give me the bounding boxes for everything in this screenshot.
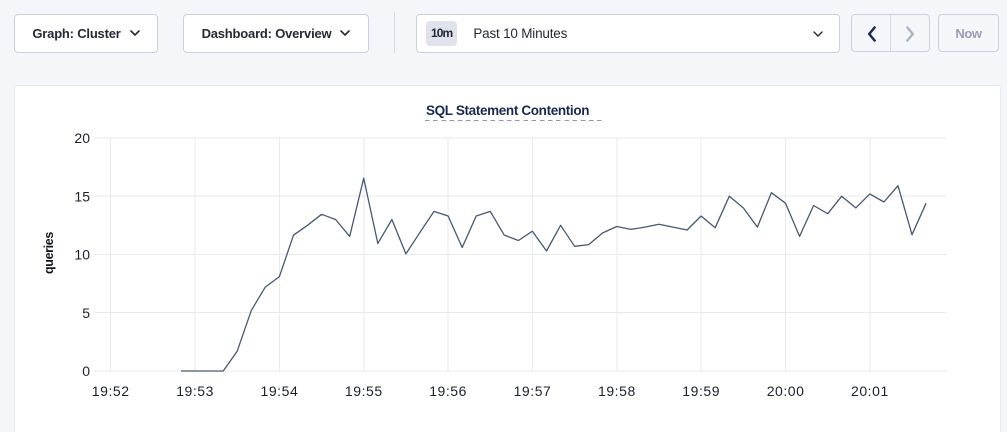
svg-text:0: 0: [82, 363, 90, 379]
svg-text:19:56: 19:56: [429, 383, 467, 399]
svg-text:20:00: 20:00: [767, 383, 805, 399]
svg-text:19:54: 19:54: [261, 383, 299, 399]
svg-text:19:57: 19:57: [514, 383, 552, 399]
svg-text:19:58: 19:58: [598, 383, 636, 399]
svg-text:5: 5: [82, 305, 90, 321]
svg-text:20:01: 20:01: [851, 383, 889, 399]
svg-text:10: 10: [74, 247, 90, 263]
svg-text:15: 15: [74, 188, 90, 204]
svg-text:20: 20: [74, 130, 90, 146]
svg-text:19:59: 19:59: [682, 383, 720, 399]
svg-text:19:55: 19:55: [345, 383, 383, 399]
svg-text:queries: queries: [42, 232, 56, 274]
svg-text:19:52: 19:52: [92, 383, 130, 399]
svg-text:19:53: 19:53: [176, 383, 214, 399]
